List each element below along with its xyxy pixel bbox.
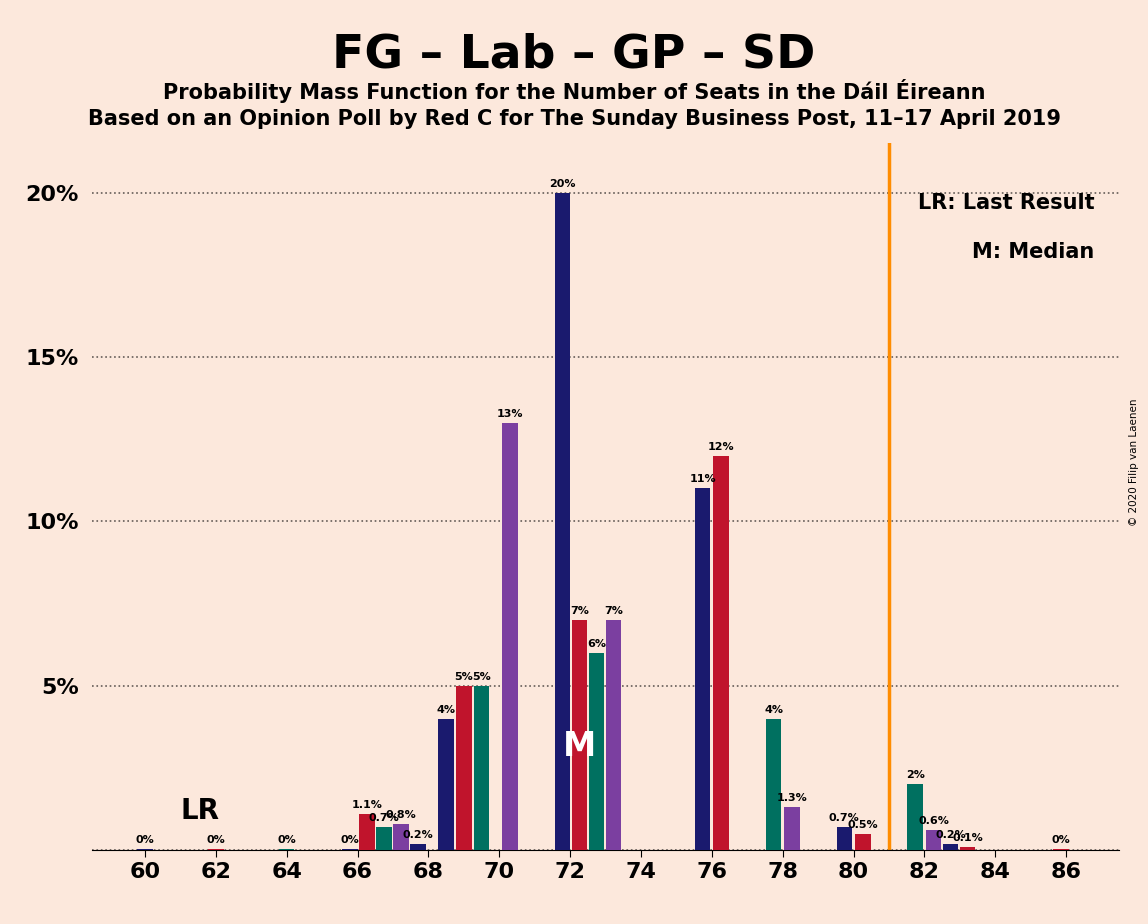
Text: 0%: 0% — [278, 835, 296, 845]
Bar — [784, 808, 800, 850]
Text: 0.7%: 0.7% — [369, 813, 400, 823]
Text: 5%: 5% — [472, 672, 491, 682]
Text: 0.7%: 0.7% — [829, 813, 860, 823]
Text: 1.3%: 1.3% — [776, 794, 807, 803]
Bar — [342, 849, 357, 850]
Bar — [766, 719, 782, 850]
Bar — [208, 849, 224, 850]
Bar — [713, 456, 729, 850]
Bar — [138, 849, 153, 850]
Bar — [960, 846, 976, 850]
Bar — [410, 844, 426, 850]
Text: 0.5%: 0.5% — [847, 820, 878, 830]
Bar — [377, 827, 391, 850]
Text: 1.1%: 1.1% — [351, 800, 382, 810]
Text: 4%: 4% — [436, 705, 456, 714]
Bar — [606, 620, 621, 850]
Text: 6%: 6% — [587, 638, 606, 649]
Text: 20%: 20% — [549, 178, 575, 188]
Text: FG – Lab – GP – SD: FG – Lab – GP – SD — [332, 32, 816, 78]
Text: 0.6%: 0.6% — [918, 817, 949, 826]
Text: 7%: 7% — [604, 606, 623, 616]
Bar — [474, 686, 489, 850]
Text: 4%: 4% — [765, 705, 783, 714]
Text: 12%: 12% — [708, 442, 735, 452]
Text: LR: Last Result: LR: Last Result — [918, 192, 1094, 213]
Text: 0%: 0% — [1052, 835, 1070, 845]
Text: Based on an Opinion Poll by Red C for The Sunday Business Post, 11–17 April 2019: Based on an Opinion Poll by Red C for Th… — [87, 109, 1061, 129]
Bar — [554, 192, 571, 850]
Text: 0.8%: 0.8% — [386, 809, 417, 820]
Text: LR: LR — [180, 796, 219, 824]
Text: M: M — [563, 730, 596, 763]
Text: 7%: 7% — [569, 606, 589, 616]
Bar — [943, 844, 959, 850]
Bar — [279, 849, 295, 850]
Text: 0.2%: 0.2% — [936, 830, 965, 840]
Bar — [589, 653, 604, 850]
Text: 0.1%: 0.1% — [953, 833, 983, 843]
Bar — [572, 620, 587, 850]
Bar — [925, 831, 941, 850]
Text: 0%: 0% — [341, 835, 359, 845]
Text: M: Median: M: Median — [972, 242, 1094, 261]
Text: 5%: 5% — [455, 672, 473, 682]
Bar — [393, 824, 409, 850]
Bar — [439, 719, 453, 850]
Text: © 2020 Filip van Laenen: © 2020 Filip van Laenen — [1130, 398, 1139, 526]
Text: Probability Mass Function for the Number of Seats in the Dáil Éireann: Probability Mass Function for the Number… — [163, 79, 985, 103]
Bar — [502, 422, 518, 850]
Bar — [695, 489, 711, 850]
Bar — [456, 686, 472, 850]
Text: 0%: 0% — [207, 835, 225, 845]
Text: 2%: 2% — [906, 771, 924, 781]
Bar — [359, 814, 374, 850]
Bar — [1053, 849, 1069, 850]
Text: 13%: 13% — [497, 408, 523, 419]
Text: 0%: 0% — [135, 835, 154, 845]
Bar — [837, 827, 852, 850]
Text: 11%: 11% — [689, 475, 716, 484]
Bar — [855, 833, 870, 850]
Bar — [907, 784, 923, 850]
Text: 0.2%: 0.2% — [403, 830, 433, 840]
